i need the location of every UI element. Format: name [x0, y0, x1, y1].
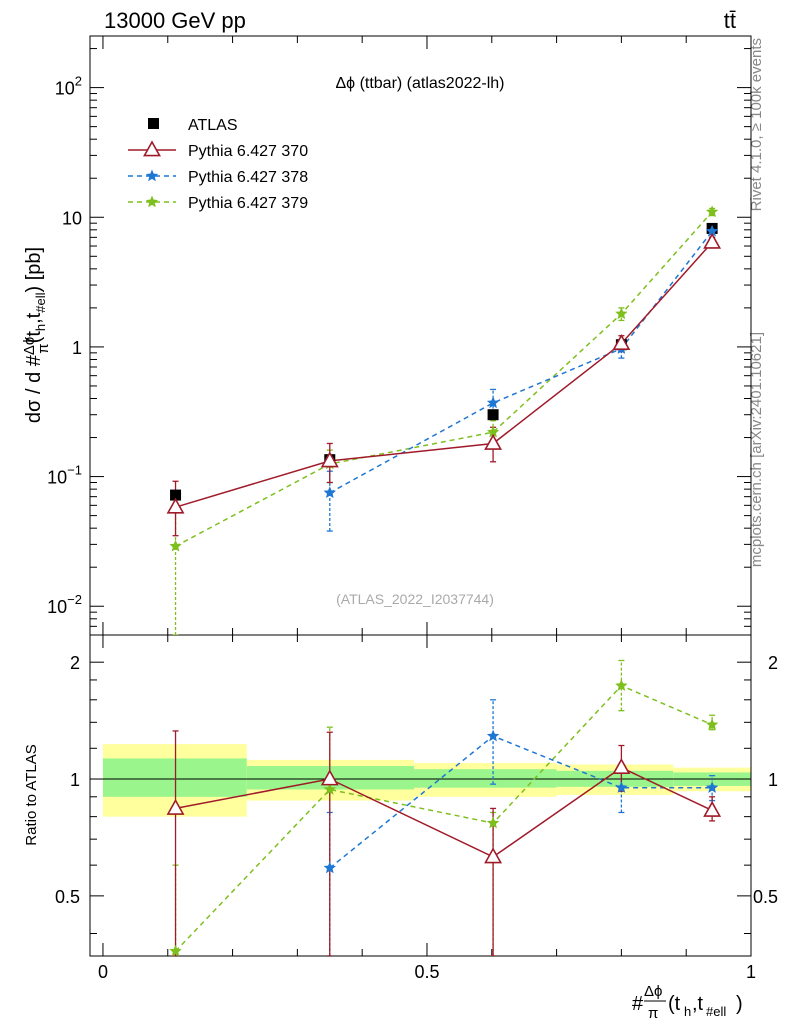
line-pythia-6-427-379 — [175, 211, 713, 547]
ratio-tick-label-left: 0.5 — [55, 887, 80, 907]
ratio-marker-pythia-6-427-370 — [703, 800, 722, 817]
marker-pythia-6-427-370 — [703, 232, 722, 249]
main-plot-series — [166, 205, 722, 635]
legend-marker-atlas — [148, 118, 159, 129]
svg-text:dσ / d #Δϕπ(th,t#ell) [pb]: dσ / d #Δϕπ(th,t#ell) [pb] — [21, 247, 52, 423]
ratio-marker-pythia-6-427-370 — [166, 798, 185, 815]
x-tick-label: 1 — [746, 962, 756, 982]
legend-label-atlas: ATLAS — [188, 117, 238, 134]
marker-pythia-6-427-370 — [484, 433, 503, 450]
svg-text:π: π — [648, 1005, 658, 1022]
energy-label: 13000 GeV pp — [104, 8, 246, 33]
ratio-plot-series — [166, 659, 722, 956]
line-pythia-6-427-378 — [329, 230, 713, 494]
ratio-line-pythia-6-427-378 — [329, 735, 713, 869]
chart-title: Δϕ (ttbar) (atlas2022-lh) — [335, 75, 504, 92]
svg-text:#ell: #ell — [706, 1004, 726, 1019]
ratio-line-pythia-6-427-379 — [174, 684, 713, 952]
axes: 0 0.5 1 10−2 10−1 1 10 102 0.5 0.5 1 1 2 2 — [47, 36, 778, 982]
analysis-watermark: (ATLAS_2022_I2037744) — [336, 591, 494, 607]
ratio-marker-pythia-6-427-379 — [169, 944, 182, 956]
ratio-marker-pythia-6-427-378 — [486, 729, 500, 742]
marker-pythia-6-427-370 — [166, 497, 185, 514]
y-tick-label: 10 — [62, 208, 82, 228]
marker-pythia-6-427-379 — [486, 425, 500, 438]
svg-text:,t: ,t — [692, 993, 704, 1015]
ratio-marker-pythia-6-427-379 — [486, 816, 500, 829]
legend-marker — [143, 140, 161, 157]
ratio-marker-pythia-6-427-378 — [615, 781, 628, 793]
y-tick-label: 1 — [72, 338, 82, 358]
marker-pythia-6-427-378 — [486, 396, 500, 409]
process-label: tt̄ — [724, 8, 736, 33]
ratio-marker-pythia-6-427-379 — [615, 679, 628, 691]
ratio-marker-pythia-6-427-370 — [484, 847, 503, 864]
ratio-marker-pythia-6-427-378 — [705, 781, 719, 793]
ratio-marker-pythia-6-427-370 — [320, 769, 339, 786]
y-tick-label: 10−1 — [47, 463, 82, 488]
main-y-axis-label: dσ / d #Δϕπ(th,t#ell) [pb] — [21, 247, 52, 423]
legend-label: Pythia 6.427 370 — [188, 143, 308, 160]
marker-pythia-6-427-379 — [705, 205, 719, 218]
marker-pythia-6-427-378 — [323, 486, 336, 498]
data-point-atlas — [170, 489, 182, 501]
ratio-band-stat — [414, 769, 557, 788]
y-tick-label: 10−2 — [47, 592, 82, 617]
legend-label: Pythia 6.427 379 — [188, 195, 308, 212]
mcplots-label: mcplots.cern.ch [arXiv:2401.10621] — [748, 332, 765, 567]
x-tick-label: 0.5 — [414, 962, 439, 982]
marker-pythia-6-427-378 — [705, 224, 719, 237]
ratio-marker-pythia-6-427-370 — [612, 757, 631, 775]
line-pythia-6-427-370 — [175, 241, 713, 508]
ratio-y-axis-label: Ratio to ATLAS — [23, 744, 40, 845]
data-point-atlas — [487, 409, 499, 421]
ratio-tick-label-right: 2 — [768, 653, 778, 673]
svg-text:#: # — [632, 993, 644, 1015]
legend-label: Pythia 6.427 378 — [188, 169, 308, 186]
x-tick-label: 0 — [98, 962, 108, 982]
svg-text:(t: (t — [668, 993, 681, 1015]
ratio-plot-frame — [89, 634, 752, 957]
ratio-marker-pythia-6-427-378 — [323, 861, 336, 874]
rivet-label: Rivet 4.1.0, ≥ 100k events — [748, 38, 765, 211]
ratio-tick-label-left: 1 — [70, 770, 80, 790]
svg-text:h: h — [684, 1004, 691, 1019]
marker-pythia-6-427-379 — [615, 307, 628, 320]
marker-pythia-6-427-370 — [612, 333, 631, 351]
svg-text:Δϕ: Δϕ — [644, 983, 662, 1000]
ratio-tick-label-right: 0.5 — [753, 887, 778, 907]
legend: ATLAS Pythia 6.427 370 Pythia 6.427 378 Pyt… — [128, 117, 308, 212]
ratio-marker-pythia-6-427-379 — [705, 718, 719, 730]
ratio-tick-label-right: 1 — [768, 770, 778, 790]
x-axis-label: # Δϕ π (t h ,t #ell ) — [632, 983, 743, 1022]
svg-text:): ) — [736, 993, 743, 1015]
legend-marker — [145, 195, 159, 208]
legend-marker — [145, 169, 159, 182]
marker-pythia-6-427-370 — [320, 451, 339, 468]
ratio-marker-pythia-6-427-379 — [323, 783, 336, 795]
y-tick-label: 102 — [55, 74, 82, 99]
marker-pythia-6-427-379 — [169, 539, 182, 552]
ratio-tick-label-left: 2 — [70, 653, 80, 673]
